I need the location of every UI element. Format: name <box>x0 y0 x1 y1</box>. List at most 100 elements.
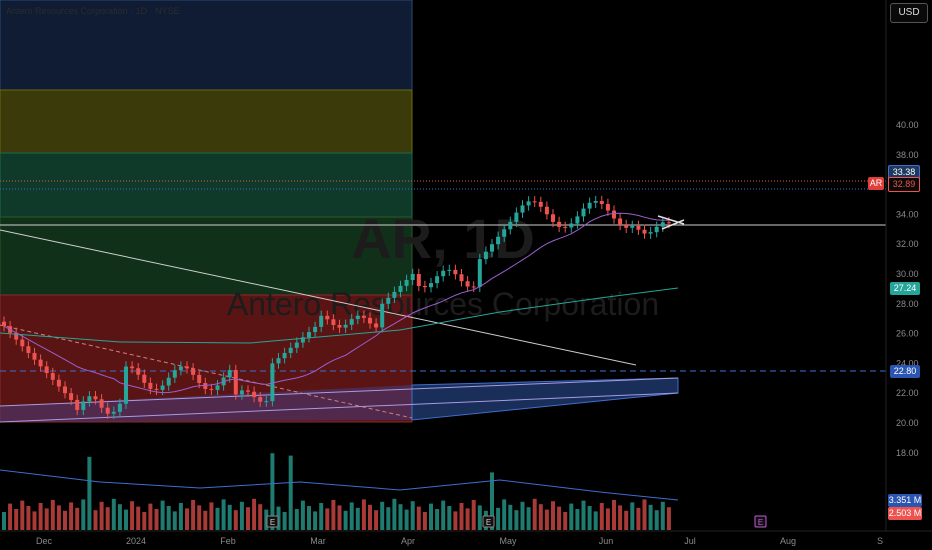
channel-top-line <box>0 377 679 407</box>
candle-body <box>386 297 391 304</box>
volume-bar <box>551 501 555 530</box>
candle-body <box>307 332 311 338</box>
fib-zone-navy <box>0 0 413 91</box>
volume-bar <box>209 502 214 530</box>
candle-body <box>313 326 318 333</box>
candle-body <box>544 206 549 215</box>
candle-body <box>239 390 244 395</box>
candle-body <box>337 325 342 328</box>
candle-body <box>374 323 379 328</box>
earnings-marker <box>482 515 495 528</box>
candle-body <box>465 281 470 287</box>
volume-bar <box>75 507 80 530</box>
candle-body <box>75 399 80 410</box>
volume-bar <box>130 501 135 530</box>
volume-bar <box>654 510 659 530</box>
watermark-name: Antero Resources Corporation <box>227 286 659 322</box>
candle-body <box>117 403 122 412</box>
candle-body <box>605 203 610 211</box>
candle-body <box>294 342 299 348</box>
volume-bar <box>398 504 403 530</box>
volume-bar <box>191 500 196 530</box>
volume-bar <box>429 503 433 530</box>
volume-bar <box>569 503 574 530</box>
volume-bar <box>300 500 305 530</box>
candle-body <box>447 269 452 271</box>
volume-bar <box>581 500 586 530</box>
candle-body <box>563 226 568 228</box>
volume-bar <box>368 504 372 530</box>
candle-body <box>160 385 165 390</box>
earnings-marker-label: E <box>270 518 275 527</box>
candle-body <box>130 366 135 369</box>
candle-body <box>532 201 537 203</box>
candle-body <box>44 366 49 374</box>
volume-bar <box>32 511 37 530</box>
volume-bar <box>593 511 598 530</box>
volume-bar <box>361 499 366 530</box>
volume-bar <box>246 507 250 530</box>
volume-bar <box>355 507 360 530</box>
volume-bar <box>166 506 171 530</box>
candle-body <box>142 374 147 383</box>
candle-body <box>636 225 641 230</box>
candle-body <box>441 270 446 277</box>
volume-bar <box>258 504 263 530</box>
candle-body <box>599 201 604 204</box>
candle-body <box>252 391 257 398</box>
candle-body <box>172 370 177 378</box>
candle-body <box>380 303 385 328</box>
candle-body <box>490 244 494 252</box>
candle-body <box>502 229 507 237</box>
watermark-symbol: AR, 1D <box>351 207 535 270</box>
volume-bar <box>252 498 257 530</box>
candle-body <box>288 347 293 353</box>
volume-bar <box>642 499 647 530</box>
candle-body <box>227 370 232 378</box>
symbol-tag: AR <box>868 177 884 190</box>
volume-ma-label: 3.351 M <box>888 494 922 507</box>
candle-body <box>483 251 488 260</box>
volume-bar <box>331 500 336 530</box>
volume-bar <box>93 510 98 530</box>
volume-bar <box>8 503 13 530</box>
candle-body <box>520 205 525 213</box>
candle-body <box>404 279 409 286</box>
volume-bar <box>349 502 354 530</box>
time-axis-tick: Jul <box>684 536 696 546</box>
candle-body <box>124 366 128 404</box>
volume-bar <box>313 511 318 530</box>
candle-body <box>496 236 501 245</box>
currency-button[interactable]: USD <box>890 3 928 23</box>
candle-body <box>154 388 159 390</box>
volume-bar <box>282 512 287 530</box>
volume-bar <box>44 508 49 530</box>
volume-bar <box>435 509 440 530</box>
candle-body <box>38 359 43 367</box>
volume-bar <box>178 503 183 530</box>
volume-bar <box>233 510 238 530</box>
candle-body <box>331 319 336 326</box>
volume-bar <box>544 509 549 530</box>
volume-bar <box>227 504 232 530</box>
candle-body <box>319 315 324 327</box>
volume-bar <box>26 506 31 530</box>
earnings-marker-label: E <box>486 518 491 527</box>
volume-bar <box>270 453 275 530</box>
time-axis-tick: 2024 <box>126 536 146 546</box>
price-axis-tick: 32.00 <box>896 239 919 249</box>
candle-body <box>459 274 464 282</box>
candle-body <box>166 377 171 386</box>
volume-bar <box>514 510 519 530</box>
candle-body <box>612 210 616 219</box>
time-axis-tick: Aug <box>780 536 796 546</box>
candle-body <box>246 390 250 392</box>
candle-body <box>233 370 238 395</box>
candle-body <box>343 324 348 328</box>
volume-bar <box>221 499 226 530</box>
candle-body <box>368 317 372 324</box>
candle-body <box>32 352 37 360</box>
volume-bar <box>618 505 623 530</box>
candle-body <box>185 366 189 369</box>
